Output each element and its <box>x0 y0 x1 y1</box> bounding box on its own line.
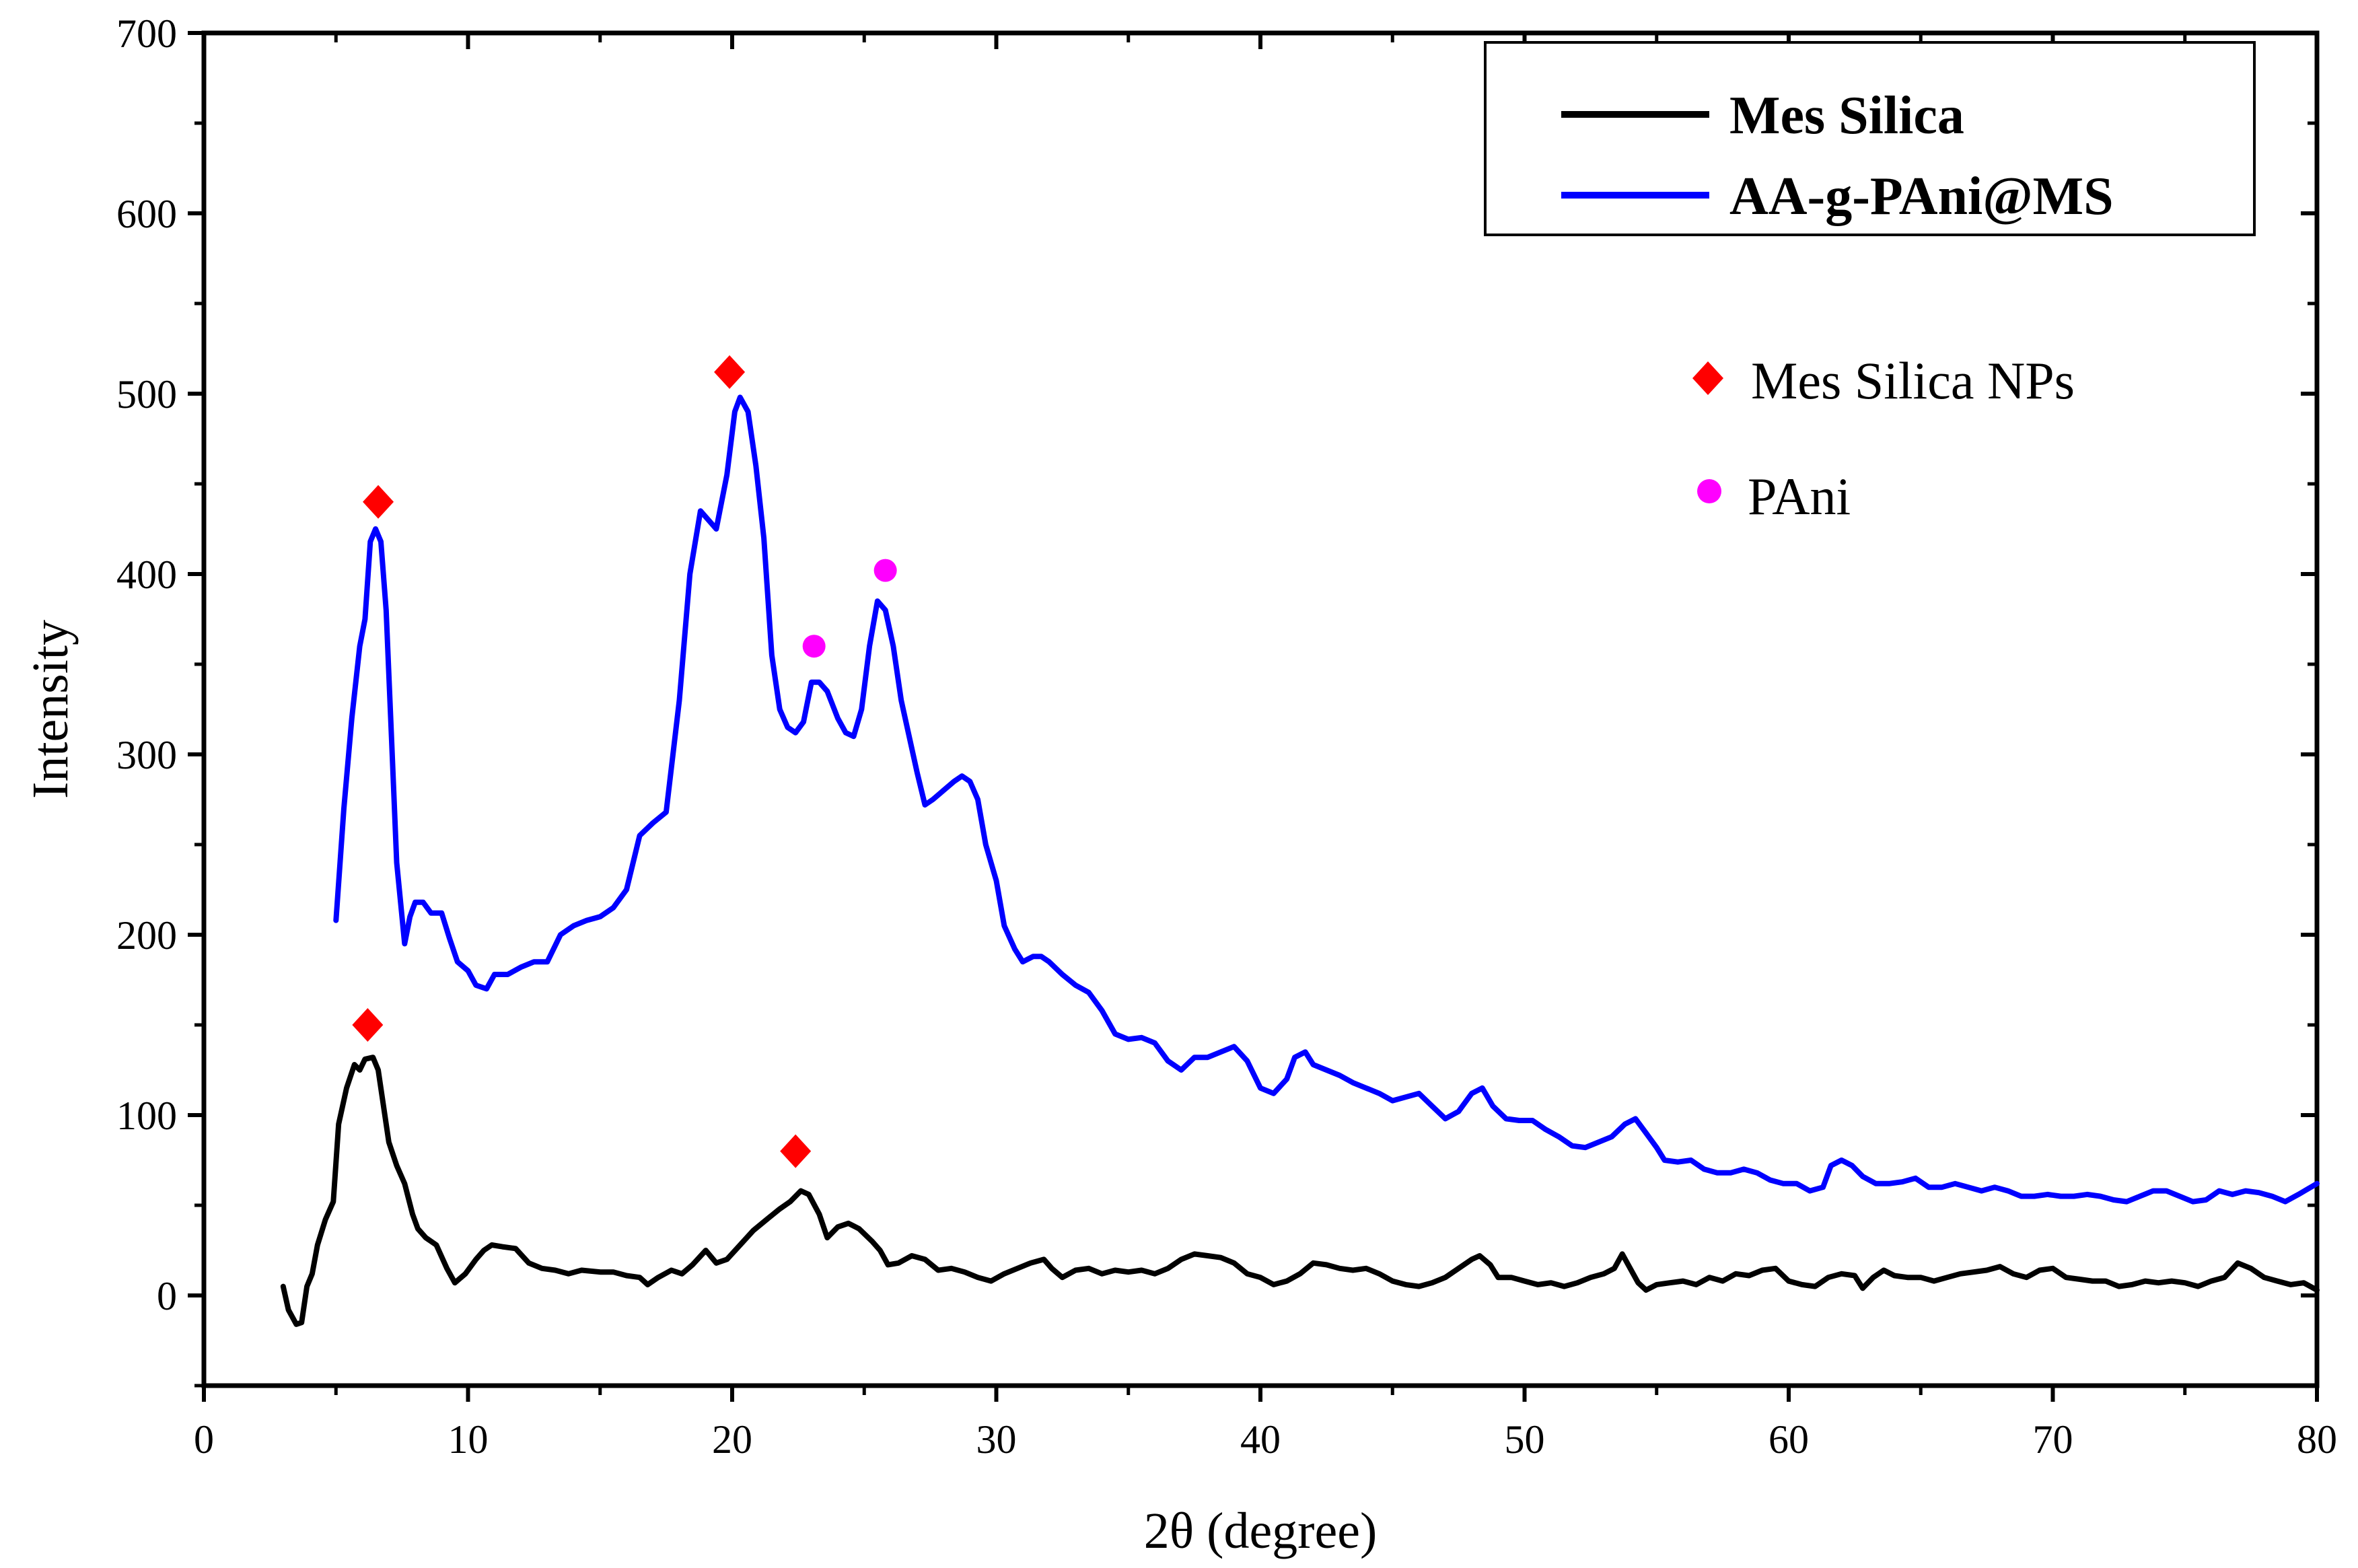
y-tick-label: 700 <box>116 11 177 56</box>
y-tick-label: 500 <box>116 372 177 417</box>
y-tick-label: 600 <box>116 192 177 236</box>
y-tick-label: 100 <box>116 1094 177 1138</box>
series-line-1 <box>333 394 2320 1205</box>
x-tick-label: 10 <box>448 1417 489 1462</box>
marker-legend-label-pani: PAni <box>1748 467 1851 526</box>
diamond-peak-marker <box>714 355 746 389</box>
x-axis-title: 2θ (degree) <box>1144 1503 1378 1559</box>
legend-label-mes-silica: Mes Silica <box>1729 86 1964 145</box>
y-tick-label: 300 <box>116 733 177 777</box>
x-tick-label: 50 <box>1505 1417 1545 1462</box>
diamond-peak-marker <box>352 1008 384 1042</box>
diamond-peak-marker <box>780 1134 812 1168</box>
diamond-marker-icon <box>1692 361 1723 395</box>
x-axis-ticks: 0 10 20 30 40 50 60 70 80 <box>194 33 2337 1462</box>
marker-legend: Mes Silica NPs PAni <box>1692 351 2075 526</box>
x-tick-label: 60 <box>1768 1417 1809 1462</box>
y-axis-ticks: 0 100 200 300 400 500 600 700 <box>116 11 2317 1388</box>
legend-box <box>1484 41 2256 236</box>
diamond-peak-marker <box>363 485 394 519</box>
x-tick-label: 80 <box>2297 1417 2337 1462</box>
x-tick-label: 20 <box>712 1417 752 1462</box>
circle-peak-marker <box>802 635 826 658</box>
x-tick-label: 70 <box>2033 1417 2073 1462</box>
y-tick-label: 400 <box>116 553 177 597</box>
legend: Mes Silica AA-g-PAni@MS <box>1484 41 2256 236</box>
circle-marker-icon <box>1697 479 1721 503</box>
y-tick-label: 0 <box>157 1274 177 1318</box>
circle-peak-marker <box>873 559 897 582</box>
y-tick-label: 200 <box>116 913 177 958</box>
legend-label-aa-g-pani: AA-g-PAni@MS <box>1729 167 2114 226</box>
x-tick-label: 40 <box>1240 1417 1281 1462</box>
series-layer <box>280 394 2320 1327</box>
series-line-0 <box>280 1055 2320 1327</box>
y-axis-title: Intensity <box>22 620 79 799</box>
peak-markers <box>352 355 897 1168</box>
x-tick-label: 0 <box>194 1417 214 1462</box>
marker-legend-label-mes-silica-nps: Mes Silica NPs <box>1751 351 2075 410</box>
x-tick-label: 30 <box>976 1417 1017 1462</box>
